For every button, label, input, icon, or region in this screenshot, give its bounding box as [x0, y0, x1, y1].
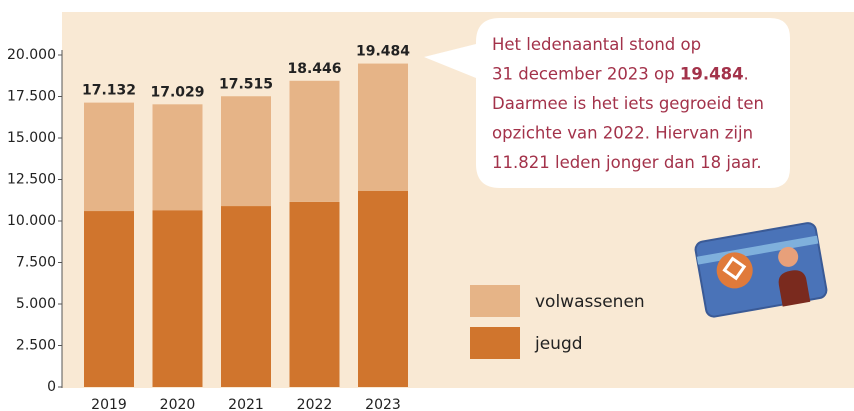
- x-tick-label: 2022: [297, 397, 333, 411]
- bar-segment: [290, 81, 340, 202]
- bar-segment: [153, 104, 203, 210]
- y-tick-label: 2.500: [16, 338, 56, 354]
- annotation-text: 19.484: [680, 64, 744, 83]
- y-tick-label: 0: [47, 379, 56, 395]
- bar-segment: [221, 206, 271, 387]
- y-tick-label: 20.000: [7, 47, 56, 63]
- y-tick-label: 7.500: [16, 255, 56, 271]
- annotation-text: 11.821 leden jonger dan 18 jaar.: [492, 153, 762, 172]
- annotation-text: Daarmee is het iets gegroeid ten: [492, 94, 764, 113]
- legend-swatch: [470, 285, 520, 317]
- bar-segment: [290, 202, 340, 387]
- y-tick-label: 17.500: [7, 89, 56, 105]
- y-tick-label: 10.000: [7, 213, 56, 229]
- chart: 0 2.500 5.000 7.500 10.000 12.500 15.000 17.500…: [0, 0, 854, 411]
- annotation-text: Het ledenaantal stond op: [492, 35, 701, 54]
- x-tick-label: 2020: [160, 397, 196, 411]
- x-tick-label: 2021: [228, 397, 264, 411]
- annotation-line: 31 december 2023 op 19.484.: [492, 64, 749, 83]
- bar-segment: [153, 210, 203, 387]
- x-tick-label: 2023: [365, 397, 401, 411]
- total-label: 19.484: [356, 44, 410, 60]
- bar-segment: [84, 211, 134, 387]
- bar-segment: [358, 191, 408, 387]
- annotation-line: opzichte van 2022. Hiervan zijn: [492, 123, 753, 142]
- bar-segment: [358, 64, 408, 191]
- y-tick-label: 5.000: [16, 296, 56, 312]
- total-label: 17.515: [219, 76, 273, 92]
- annotation-text: .: [744, 64, 749, 83]
- legend-label: volwassenen: [535, 292, 645, 312]
- total-label: 17.029: [150, 84, 204, 100]
- bar-segment: [84, 103, 134, 211]
- total-label: 18.446: [287, 61, 341, 77]
- legend-swatch: [470, 327, 520, 359]
- total-label: 17.132: [82, 83, 136, 99]
- y-tick-label: 12.500: [7, 172, 56, 188]
- bar-segment: [221, 96, 271, 206]
- annotation-line: Daarmee is het iets gegroeid ten: [492, 94, 764, 113]
- annotation-line: 11.821 leden jonger dan 18 jaar.: [492, 153, 762, 172]
- x-tick-label: 2019: [91, 397, 127, 411]
- annotation-line: Het ledenaantal stond op: [492, 35, 701, 54]
- annotation-text: opzichte van 2022. Hiervan zijn: [492, 123, 753, 142]
- legend-label: jeugd: [534, 334, 583, 354]
- annotation-text: 31 december 2023 op: [492, 64, 680, 83]
- y-tick-label: 15.000: [7, 130, 56, 146]
